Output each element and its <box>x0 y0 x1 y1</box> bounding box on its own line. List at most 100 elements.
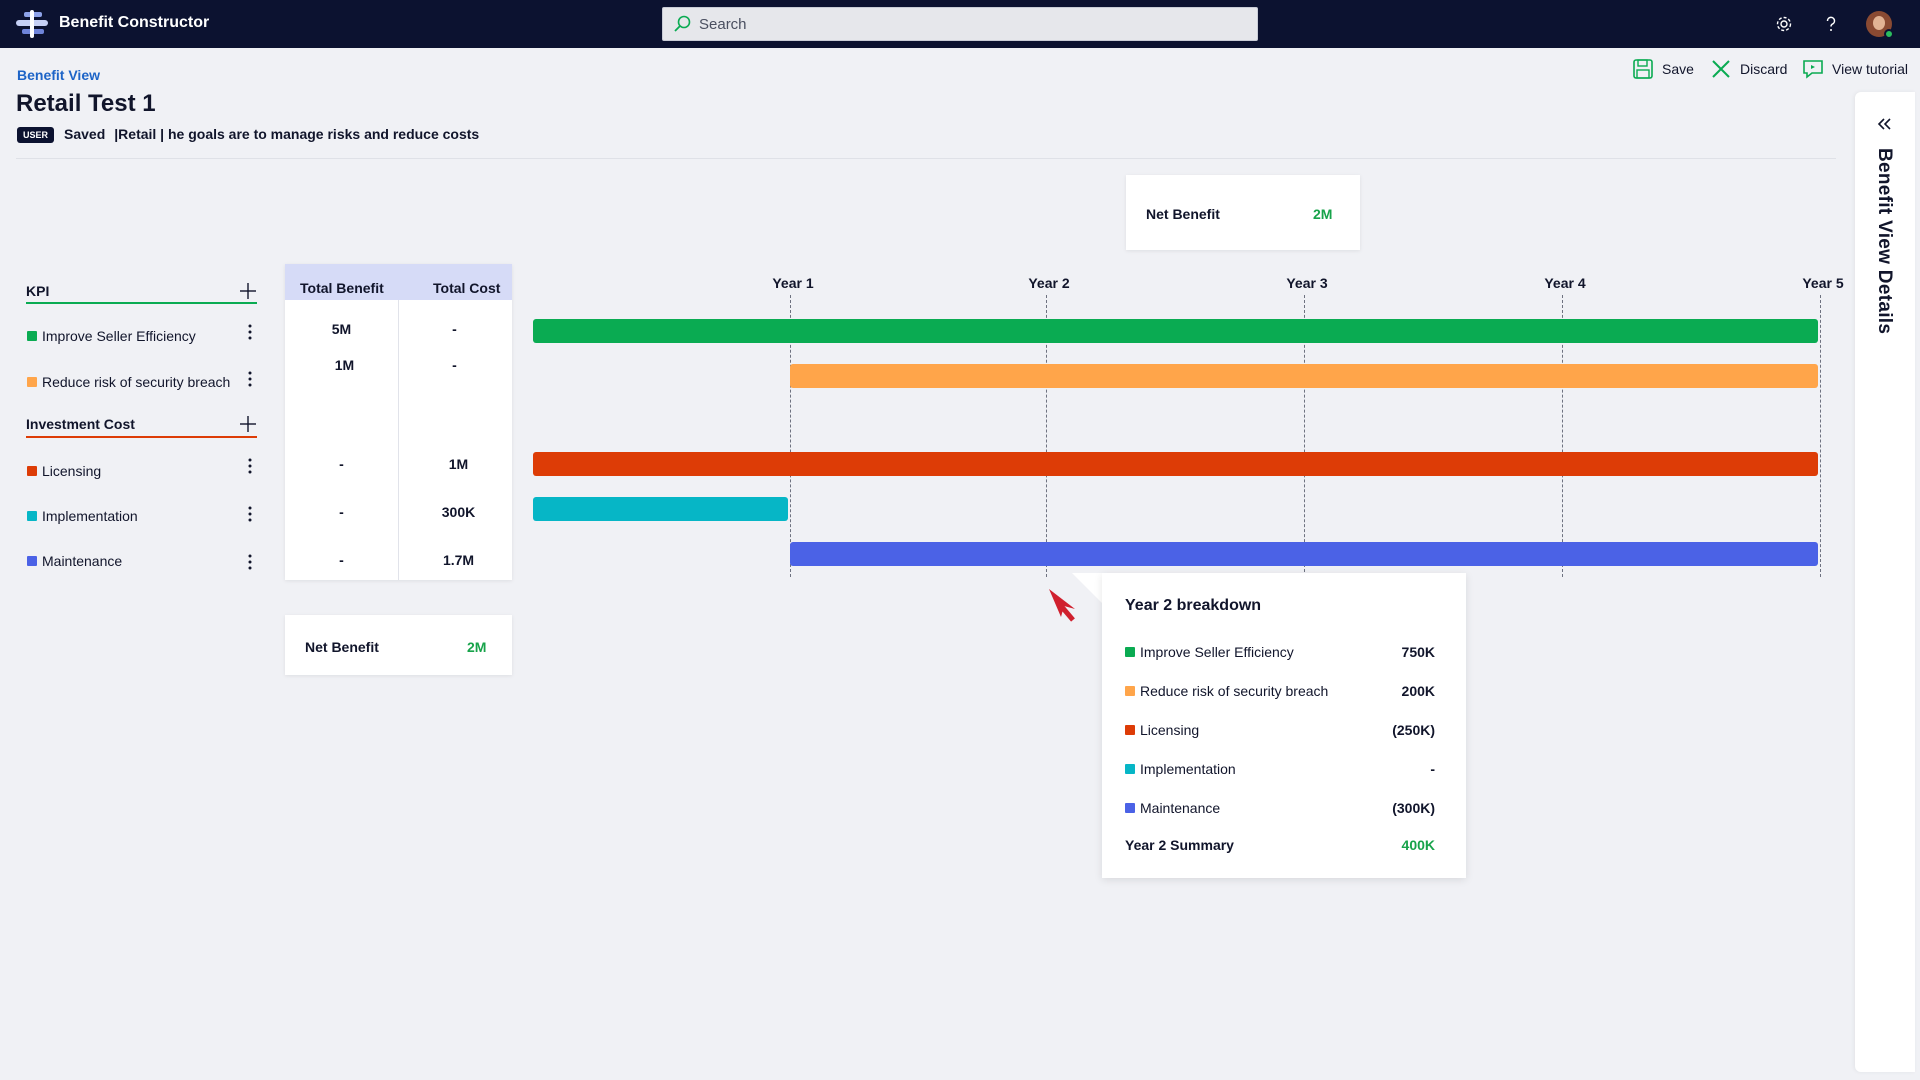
total-benefit-cell: - <box>339 552 344 568</box>
user-avatar[interactable] <box>1866 11 1894 39</box>
search-input[interactable]: Search <box>662 7 1258 41</box>
settings-gear-icon[interactable] <box>1773 13 1795 35</box>
kpi-heading: KPI <box>26 283 50 299</box>
add-kpi-plus-icon[interactable] <box>238 281 258 301</box>
investment-item-maintenance[interactable]: Maintenance <box>27 553 122 569</box>
save-button[interactable]: Save <box>1632 58 1694 80</box>
net-benefit-card-top: Net Benefit 2M <box>1126 175 1360 250</box>
more-options-icon[interactable] <box>243 369 257 389</box>
bar-improve-seller-efficiency[interactable] <box>533 319 1818 343</box>
tooltip-row-value: 200K <box>1401 683 1435 699</box>
app-logo-icon[interactable] <box>14 10 50 38</box>
tooltip-row-label: Implementation <box>1140 761 1236 777</box>
kpi-color-swatch <box>27 377 37 387</box>
tooltip-pointer <box>1072 573 1102 603</box>
net-benefit-label: Net Benefit <box>1146 206 1220 222</box>
year-2-breakdown-tooltip: Year 2 breakdown Improve Seller Efficien… <box>1102 573 1466 878</box>
tooltip-summary-label: Year 2 Summary <box>1125 837 1234 853</box>
investment-color-swatch <box>27 556 37 566</box>
description-text: |Retail | he goals are to manage risks a… <box>114 126 480 142</box>
kpi-color-swatch <box>27 331 37 341</box>
totals-table: Total Benefit Total Cost 5M - 1M - - 1M … <box>285 264 512 580</box>
tooltip-summary-value: 400K <box>1401 837 1435 853</box>
more-options-icon[interactable] <box>243 322 257 342</box>
kpi-item-improve-seller-efficiency[interactable]: Improve Seller Efficiency <box>27 328 196 344</box>
close-x-icon <box>1712 60 1730 78</box>
tutorial-chat-icon <box>1803 60 1823 79</box>
total-cost-cell: - <box>452 321 457 337</box>
investment-item-implementation[interactable]: Implementation <box>27 508 138 524</box>
tutorial-label: View tutorial <box>1832 61 1909 77</box>
more-options-icon[interactable] <box>243 504 257 524</box>
benefit-view-details-panel: Benefit View Details <box>1855 92 1915 1072</box>
investment-item-label: Maintenance <box>42 553 123 569</box>
tooltip-color-swatch <box>1125 647 1135 657</box>
view-tutorial-button[interactable]: View tutorial <box>1802 58 1908 80</box>
tooltip-row-label: Licensing <box>1140 722 1200 738</box>
year-1-gridline <box>790 295 791 577</box>
tooltip-summary-row: Year 2 Summary 400K <box>1125 837 1435 853</box>
total-benefit-header: Total Benefit <box>300 280 384 296</box>
tooltip-color-swatch <box>1125 725 1135 735</box>
year-2-gridline <box>1046 295 1047 577</box>
avatar-face <box>1873 16 1885 30</box>
total-cost-cell: 1M <box>448 456 469 472</box>
bar-reduce-risk-security-breach[interactable] <box>790 364 1818 388</box>
total-cost-header: Total Cost <box>433 280 501 296</box>
tooltip-row-value: (250K) <box>1392 722 1435 738</box>
total-benefit-cell: - <box>339 504 344 520</box>
net-benefit-value: 2M <box>467 639 487 655</box>
search-placeholder: Search <box>699 15 747 33</box>
tooltip-color-swatch <box>1125 686 1135 696</box>
presence-online-icon <box>1884 29 1894 39</box>
tooltip-row: Implementation - <box>1125 761 1435 777</box>
add-investment-plus-icon[interactable] <box>238 414 258 434</box>
bar-maintenance[interactable] <box>790 542 1818 566</box>
investment-underline <box>26 436 257 438</box>
year-3-label: Year 3 <box>1286 275 1328 291</box>
year-3-gridline <box>1304 295 1305 577</box>
save-icon <box>1633 59 1653 79</box>
year-5-gridline <box>1820 295 1821 577</box>
kpi-item-label: Improve Seller Efficiency <box>42 328 196 344</box>
net-benefit-card-bottom: Net Benefit 2M <box>285 615 512 675</box>
total-benefit-cell: 1M <box>334 357 355 373</box>
tooltip-row: Maintenance (300K) <box>1125 800 1435 816</box>
year-4-label: Year 4 <box>1544 275 1586 291</box>
kpi-underline <box>26 302 257 304</box>
more-options-icon[interactable] <box>243 456 257 476</box>
mouse-pointer-icon <box>1049 589 1075 622</box>
year-4-gridline <box>1562 295 1563 577</box>
more-options-icon[interactable] <box>243 552 257 572</box>
net-benefit-label: Net Benefit <box>305 639 379 655</box>
search-icon <box>674 15 691 32</box>
tooltip-row: Licensing (250K) <box>1125 722 1435 738</box>
kpi-item-reduce-risk[interactable]: Reduce risk of security breach <box>27 374 230 390</box>
bar-licensing[interactable] <box>533 452 1818 476</box>
column-separator <box>398 300 399 580</box>
discard-button[interactable]: Discard <box>1710 58 1787 80</box>
tooltip-row-label: Maintenance <box>1140 800 1221 816</box>
tooltip-row-value: 750K <box>1401 644 1435 660</box>
tooltip-row: Reduce risk of security breach 200K <box>1125 683 1435 699</box>
tooltip-title: Year 2 breakdown <box>1125 597 1262 614</box>
tooltip-row-label: Reduce risk of security breach <box>1140 683 1329 699</box>
breadcrumb[interactable]: Benefit View <box>17 67 100 83</box>
tooltip-color-swatch <box>1125 803 1135 813</box>
year-5-label: Year 5 <box>1802 275 1844 291</box>
bar-implementation[interactable] <box>533 497 788 521</box>
tooltip-row: Improve Seller Efficiency 750K <box>1125 644 1435 660</box>
user-badge: USER <box>17 127 55 143</box>
top-bar: Benefit Constructor Search <box>0 0 1920 48</box>
total-cost-cell: 300K <box>441 504 476 520</box>
help-question-icon[interactable] <box>1820 13 1842 35</box>
investment-item-label: Licensing <box>42 463 102 479</box>
investment-item-label: Implementation <box>42 508 138 524</box>
investment-item-licensing[interactable]: Licensing <box>27 463 101 479</box>
double-chevron-left-icon[interactable] <box>1875 114 1895 134</box>
tooltip-row-value: (300K) <box>1392 800 1435 816</box>
app-title: Benefit Constructor <box>59 14 210 31</box>
investment-color-swatch <box>27 466 37 476</box>
kpi-item-label: Reduce risk of security breach <box>42 374 231 390</box>
total-cost-cell: - <box>452 357 457 373</box>
